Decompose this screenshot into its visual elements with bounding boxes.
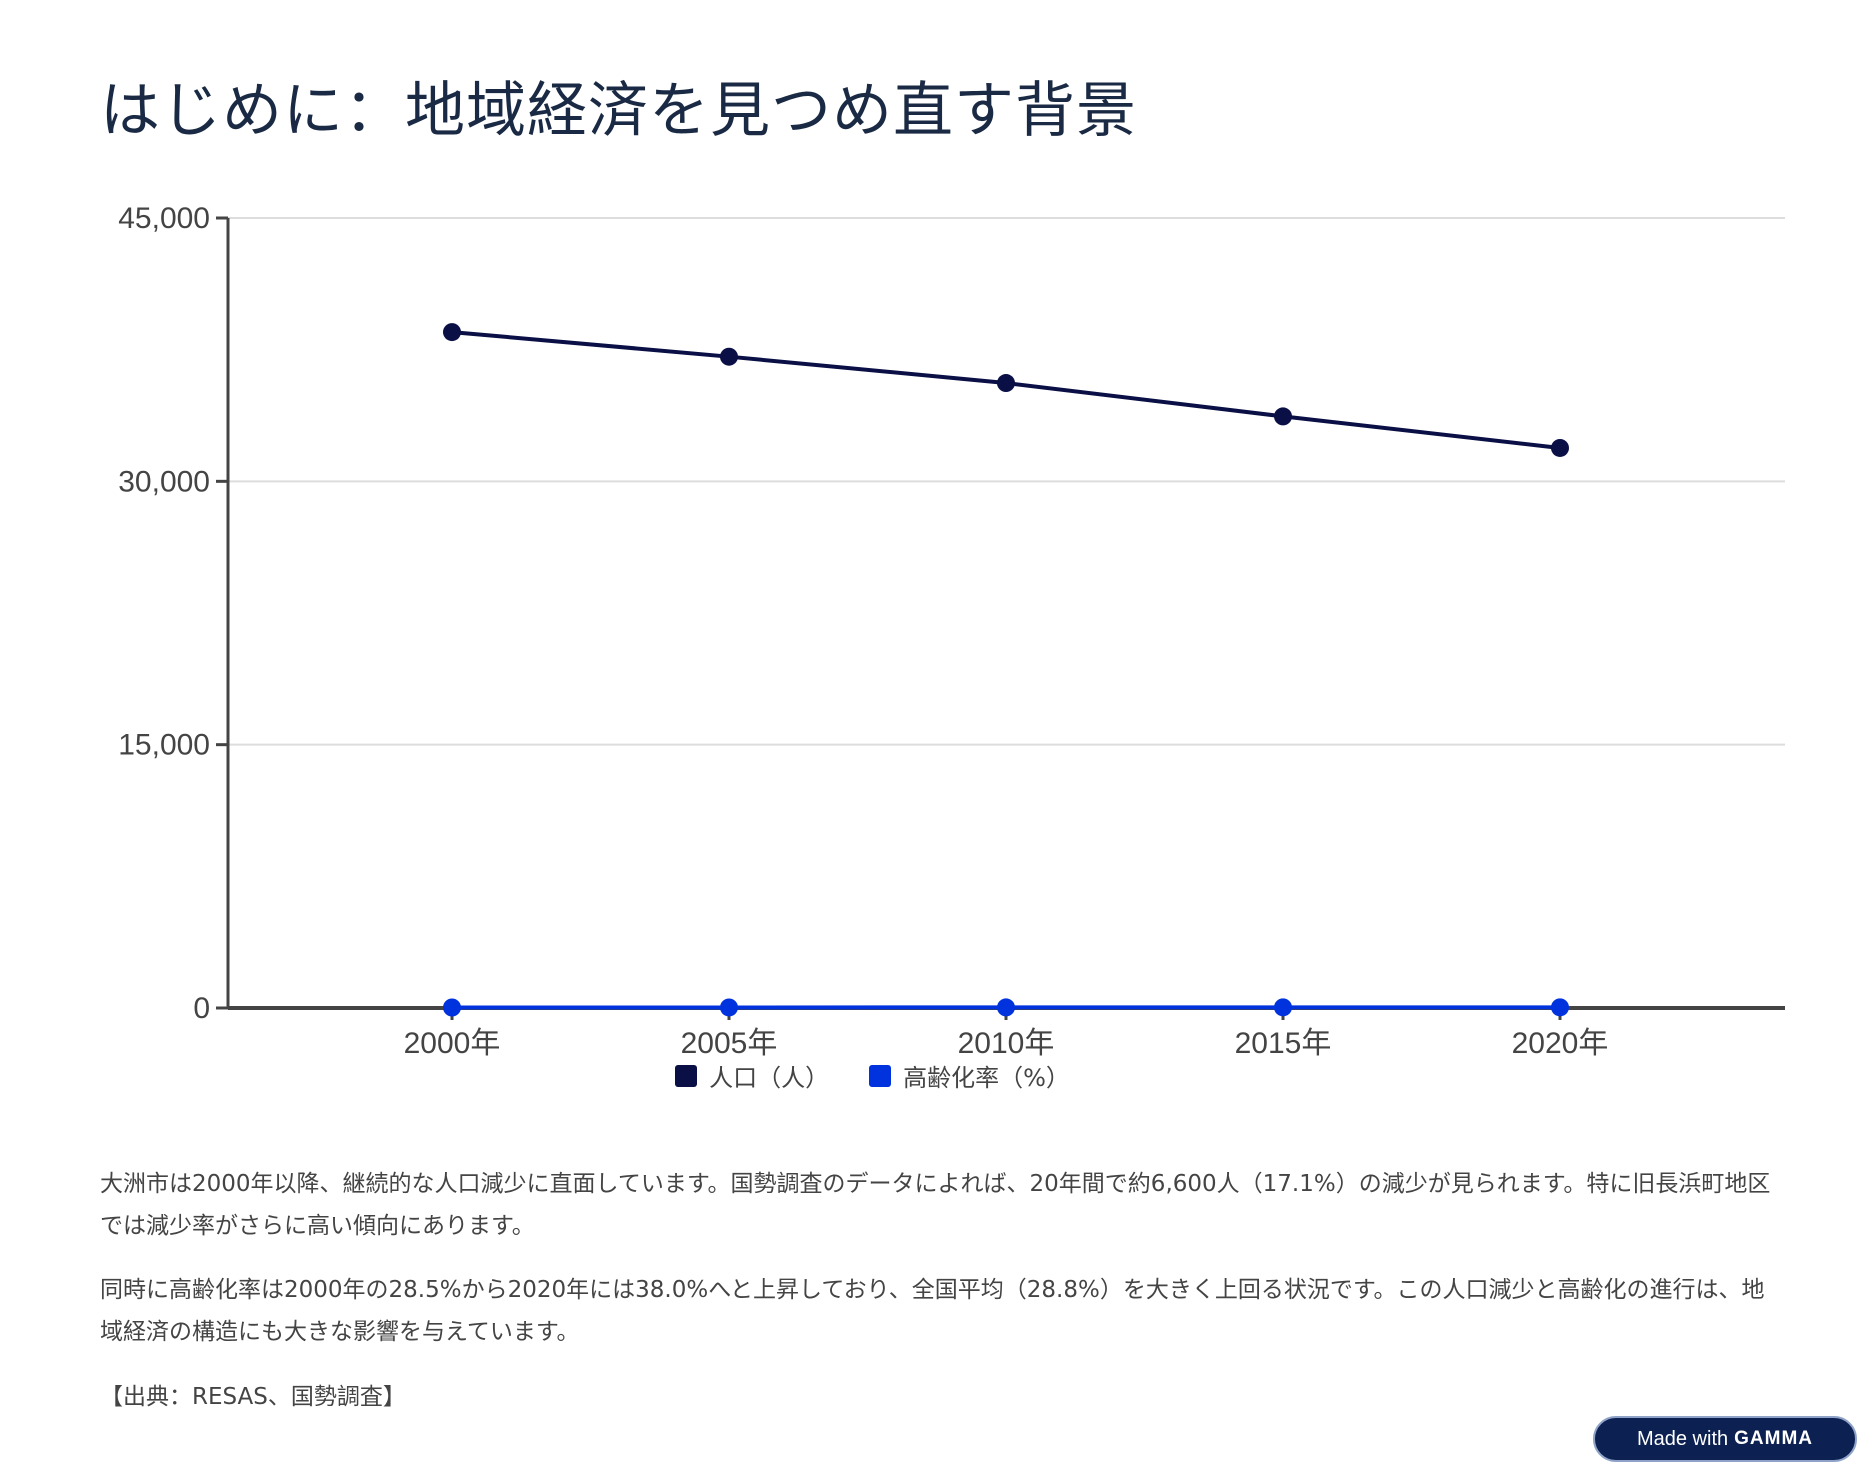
- data-point: [720, 998, 738, 1017]
- y-tick-label: 0: [193, 992, 210, 1025]
- paragraph-aging: 同時に高齢化率は2000年の28.5%から2020年には38.0%へと上昇してお…: [100, 1277, 1765, 1345]
- badge-prefix: Made with: [1636, 1427, 1729, 1450]
- data-point: [720, 347, 738, 366]
- y-tick-label: 15,000: [118, 729, 210, 762]
- gamma-logo: GAMMA: [1734, 1428, 1814, 1449]
- paragraph-population: 大洲市は2000年以降、継続的な人口減少に直面しています。国勢調査のデータによれ…: [100, 1171, 1771, 1239]
- legend-label: 高齢化率（%）: [903, 1064, 1070, 1092]
- data-point: [997, 998, 1015, 1017]
- data-point: [1274, 407, 1292, 426]
- page-title: はじめに：地域経済を見つめ直す背景: [100, 76, 1137, 146]
- data-point: [1274, 998, 1292, 1017]
- x-tick-label: 2000年: [404, 1027, 501, 1060]
- y-tick-label: 45,000: [118, 202, 210, 235]
- legend-label: 人口（人）: [709, 1064, 830, 1092]
- y-tick-label: 30,000: [118, 465, 210, 498]
- data-point: [443, 323, 461, 342]
- legend-item-aging-rate[interactable]: 高齢化率（%）: [869, 1058, 1070, 1093]
- data-point: [1551, 438, 1569, 457]
- data-point: [997, 374, 1015, 393]
- data-point: [1551, 998, 1569, 1017]
- data-point: [443, 998, 461, 1017]
- line-chart: 0 15,000 30,000 45,000 2000年 2005年 2010年 2015年 2…: [118, 202, 1785, 1060]
- x-tick-label: 2020年: [1512, 1027, 1609, 1060]
- chart-legend: 人口（人） 高齢化率（%）: [0, 1058, 1875, 1093]
- source-note: 【出典：RESAS、国勢調査】: [100, 1384, 406, 1410]
- legend-swatch: [869, 1064, 892, 1087]
- made-with-gamma-badge[interactable]: Made with GAMMA: [1593, 1416, 1857, 1462]
- legend-swatch: [675, 1064, 698, 1087]
- x-tick-label: 2015年: [1235, 1027, 1332, 1060]
- x-tick-label: 2010年: [958, 1027, 1055, 1060]
- legend-item-population[interactable]: 人口（人）: [675, 1058, 829, 1093]
- x-tick-label: 2005年: [681, 1027, 778, 1060]
